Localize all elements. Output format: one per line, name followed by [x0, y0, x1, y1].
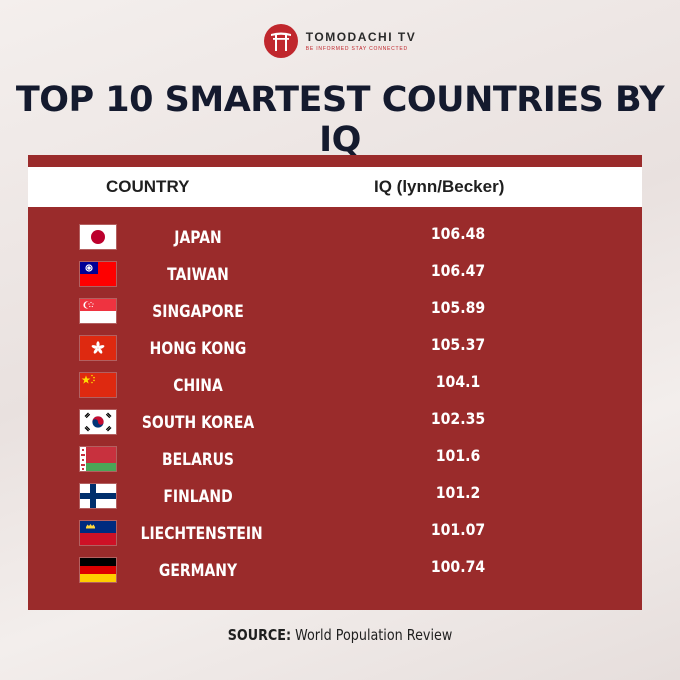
source-note: SOURCE: World Population Review	[51, 626, 629, 644]
table-row: FINLAND 101.2	[28, 481, 642, 513]
brand-logo: TOMODACHI TV BE INFORMED STAY CONNECTED	[0, 24, 680, 58]
finland-flag-icon	[80, 484, 116, 508]
iq-value: 104.1	[435, 372, 481, 391]
table-row: BELARUS 101.6	[28, 444, 642, 476]
brand-tagline: BE INFORMED STAY CONNECTED	[305, 46, 408, 52]
iq-value: 101.2	[435, 483, 481, 502]
country-name: JAPAN	[174, 228, 222, 248]
column-header-country: COUNTRY	[106, 177, 190, 196]
table-row: GERMANY 100.74	[28, 555, 642, 587]
table-row: CHINA 104.1	[28, 370, 642, 402]
iq-value: 105.37	[430, 335, 486, 354]
iq-value: 101.6	[435, 446, 481, 465]
column-header-iq: IQ (lynn/Becker)	[374, 177, 505, 196]
country-name: HONG KONG	[149, 339, 247, 359]
iq-value: 106.47	[430, 261, 486, 280]
iq-value: 102.35	[430, 409, 486, 428]
south-korea-flag-icon	[80, 410, 116, 434]
ranking-table: COUNTRY IQ (lynn/Becker) JAPAN 106.48 TA…	[28, 155, 642, 610]
iq-value: 106.48	[430, 224, 486, 243]
table-row: SINGAPORE 105.89	[28, 296, 642, 328]
iq-value: 105.89	[430, 298, 486, 317]
japan-flag-icon	[80, 225, 116, 249]
country-name: SINGAPORE	[152, 302, 244, 322]
table-row: HONG KONG 105.37	[28, 333, 642, 365]
hong-kong-flag-icon	[80, 336, 116, 360]
liechtenstein-flag-icon	[80, 521, 116, 545]
belarus-flag-icon	[80, 447, 116, 471]
country-name: GERMANY	[158, 561, 238, 581]
country-name: CHINA	[173, 376, 223, 396]
table-header: COUNTRY IQ (lynn/Becker)	[28, 167, 642, 207]
country-name: LIECHTENSTEIN	[140, 524, 263, 544]
page-title: TOP 10 SMARTEST COUNTRIES BY IQ	[15, 80, 665, 160]
table-row: LIECHTENSTEIN 101.07	[28, 518, 642, 550]
table-row: TAIWAN 106.47	[28, 259, 642, 291]
torii-gate-icon	[263, 24, 298, 58]
china-flag-icon	[80, 373, 116, 397]
country-name: FINLAND	[163, 487, 233, 507]
singapore-flag-icon	[80, 299, 116, 323]
iq-value: 100.74	[430, 557, 486, 576]
country-name: SOUTH KOREA	[141, 413, 255, 433]
country-name: BELARUS	[162, 450, 234, 470]
country-name: TAIWAN	[167, 265, 229, 285]
germany-flag-icon	[80, 558, 116, 582]
source-text: World Population Review	[295, 626, 453, 644]
table-row: SOUTH KOREA 102.35	[28, 407, 642, 439]
iq-value: 101.07	[430, 520, 486, 539]
taiwan-flag-icon	[80, 262, 116, 286]
table-row: JAPAN 106.48	[28, 222, 642, 254]
brand-name: TOMODACHI TV	[305, 30, 417, 44]
source-label: SOURCE:	[227, 626, 292, 644]
